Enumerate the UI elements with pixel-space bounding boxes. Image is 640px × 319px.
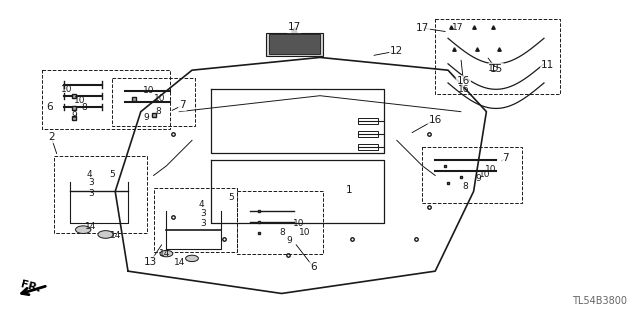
Text: 7: 7 <box>179 100 186 110</box>
Text: 6: 6 <box>47 102 53 112</box>
Circle shape <box>98 231 113 238</box>
Text: 3: 3 <box>88 178 94 187</box>
Text: 14: 14 <box>174 258 186 267</box>
Text: 14: 14 <box>159 249 170 258</box>
Bar <box>154 188 237 252</box>
Text: 8: 8 <box>155 107 161 115</box>
Text: 3: 3 <box>200 209 206 218</box>
Bar <box>266 33 323 56</box>
Text: 11: 11 <box>541 60 554 70</box>
Bar <box>358 131 378 137</box>
Text: 12: 12 <box>390 46 403 56</box>
Text: 10: 10 <box>292 219 304 228</box>
Text: 10: 10 <box>479 170 490 179</box>
Text: 9: 9 <box>72 111 77 120</box>
Text: 16: 16 <box>429 115 442 125</box>
Text: 1: 1 <box>346 185 352 195</box>
Bar <box>358 144 378 150</box>
Text: 4: 4 <box>199 200 205 209</box>
Text: 2: 2 <box>48 132 54 142</box>
Text: 15: 15 <box>490 63 502 74</box>
Text: 10: 10 <box>143 86 155 95</box>
Text: 17: 17 <box>288 22 301 32</box>
Text: 10: 10 <box>74 96 86 105</box>
Bar <box>54 156 147 233</box>
Text: 7: 7 <box>502 153 509 163</box>
Text: 5: 5 <box>228 193 234 202</box>
Text: 10: 10 <box>299 228 310 237</box>
Text: 8: 8 <box>463 182 468 191</box>
Text: 15: 15 <box>488 64 499 73</box>
Text: 14: 14 <box>110 231 122 240</box>
Bar <box>358 118 378 124</box>
Bar <box>269 34 320 54</box>
Text: 17: 17 <box>416 23 429 33</box>
Text: 13: 13 <box>144 256 157 267</box>
Circle shape <box>76 226 91 234</box>
Text: 16: 16 <box>457 76 470 86</box>
Text: 6: 6 <box>310 262 317 272</box>
Text: 17: 17 <box>452 23 463 32</box>
Text: TL54B3800: TL54B3800 <box>572 296 627 306</box>
Bar <box>112 78 195 126</box>
Text: 10: 10 <box>484 165 496 174</box>
Text: 16: 16 <box>458 85 470 93</box>
Text: 8: 8 <box>280 228 285 237</box>
Text: 4: 4 <box>87 170 93 179</box>
Text: 9: 9 <box>286 236 292 245</box>
Text: 10: 10 <box>61 85 73 94</box>
Text: FR.: FR. <box>20 279 42 294</box>
Text: 10: 10 <box>154 94 165 103</box>
Text: 14: 14 <box>84 222 96 231</box>
Text: 9: 9 <box>475 174 481 182</box>
Text: 9: 9 <box>143 113 149 122</box>
Bar <box>237 191 323 254</box>
Text: 8: 8 <box>81 103 87 112</box>
Bar <box>435 19 560 94</box>
Text: 3: 3 <box>200 219 206 228</box>
Text: 3: 3 <box>88 189 94 198</box>
Text: 5: 5 <box>109 170 115 179</box>
Circle shape <box>160 250 173 257</box>
Bar <box>42 70 170 129</box>
Bar <box>422 147 522 203</box>
Circle shape <box>186 255 198 262</box>
